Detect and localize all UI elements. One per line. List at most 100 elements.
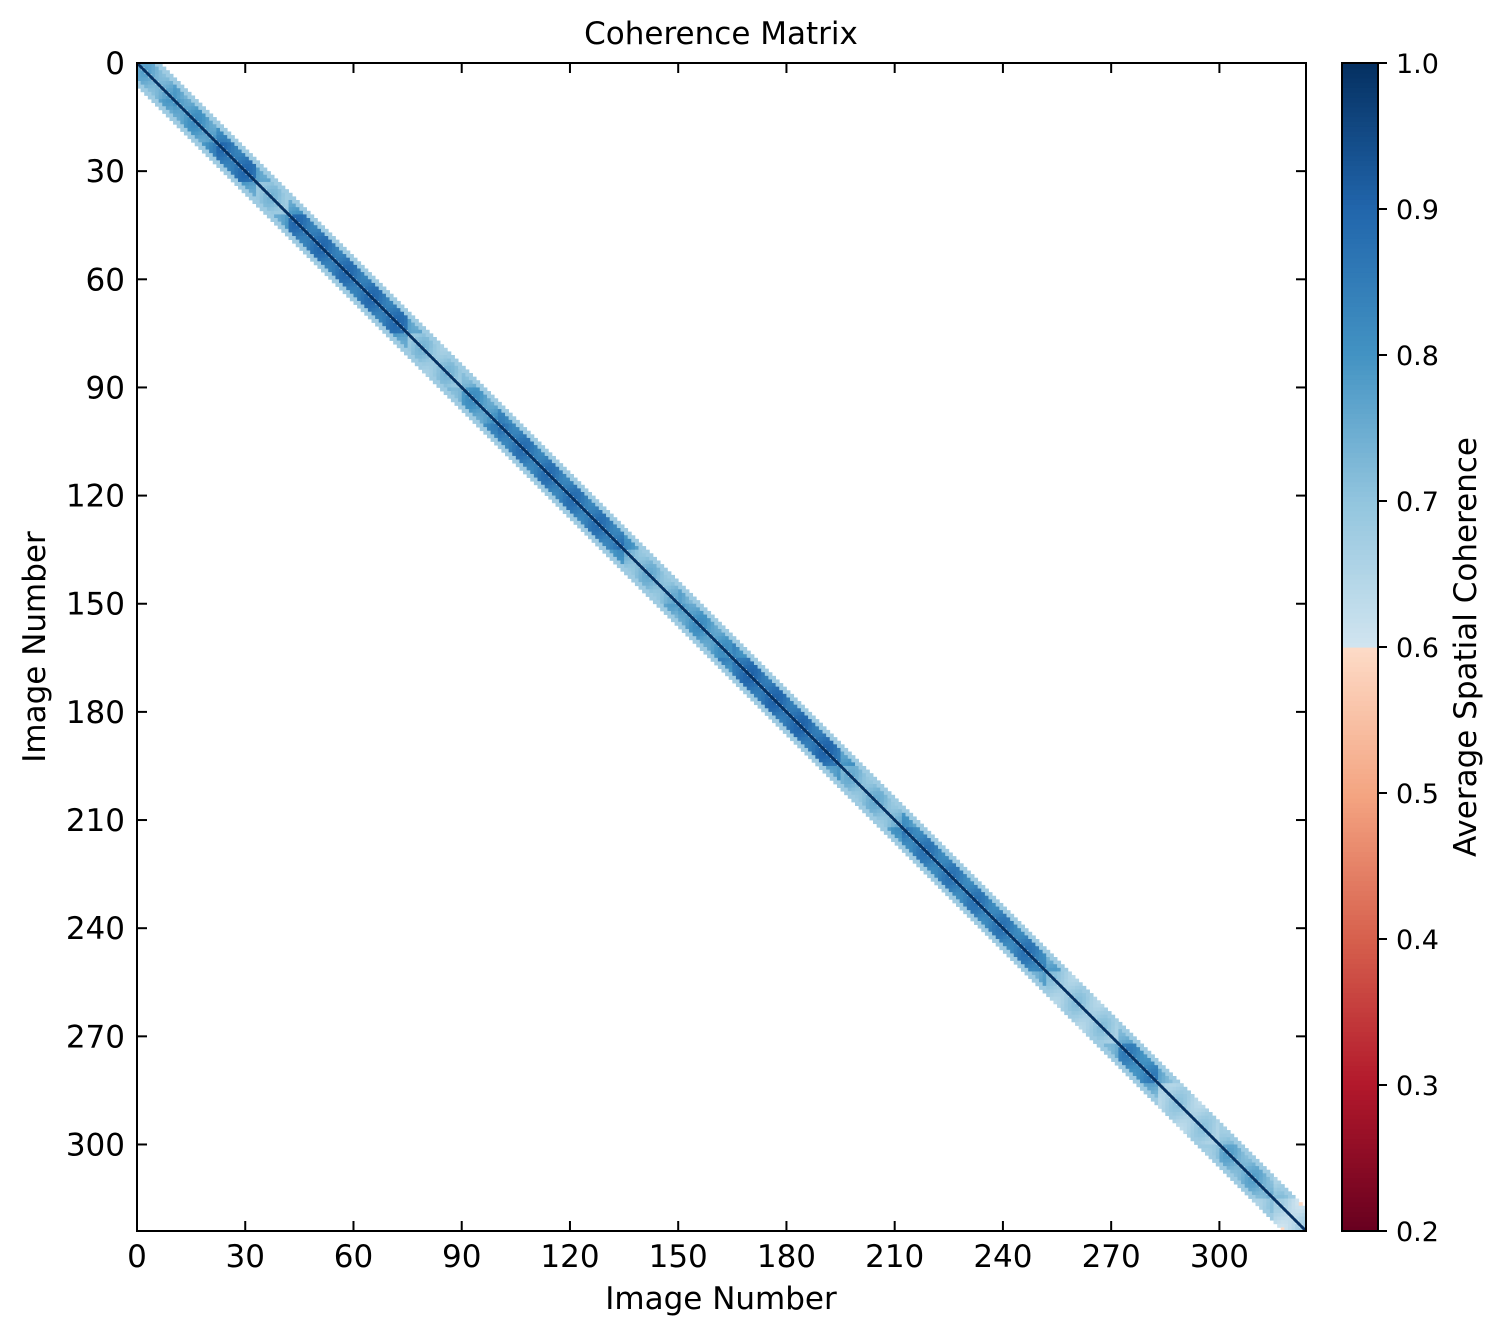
colorbar-band [1342, 544, 1378, 551]
heatmap-cell [486, 409, 491, 414]
heatmap-cell [1085, 1018, 1090, 1023]
heatmap-cell [1107, 1018, 1112, 1023]
heatmap-cell [887, 794, 892, 799]
heatmap-cell [822, 737, 827, 742]
heatmap-cell [288, 218, 293, 223]
heatmap-cell [292, 207, 297, 212]
heatmap-cell [577, 481, 582, 486]
colorbar-band [1342, 1031, 1378, 1037]
heatmap-cell [551, 473, 556, 478]
heatmap-cell [223, 160, 228, 165]
heatmap-cell [995, 942, 1000, 947]
heatmap-cell [937, 852, 942, 857]
heatmap-cell [652, 564, 657, 569]
heatmap-cell [292, 232, 297, 237]
heatmap-cell [757, 690, 762, 695]
heatmap-cell [176, 106, 181, 111]
heatmap-cell [1168, 1115, 1173, 1120]
heatmap-cell [696, 628, 701, 633]
heatmap-cell [1132, 1079, 1137, 1084]
heatmap-cell [887, 802, 892, 807]
heatmap-cell [1046, 978, 1051, 983]
heatmap-cell [299, 228, 304, 233]
heatmap-cell [674, 618, 679, 623]
heatmap-cell [974, 888, 979, 893]
heatmap-cell [811, 751, 816, 756]
heatmap-cell [1060, 975, 1065, 980]
heatmap-cell [1129, 1043, 1134, 1048]
heatmap-cell [883, 805, 888, 810]
heatmap-cell [1132, 1036, 1137, 1041]
heatmap-cell [757, 697, 762, 702]
heatmap-cell [956, 866, 961, 871]
heatmap-cell [180, 113, 185, 118]
heatmap-cell [299, 221, 304, 226]
heatmap-cell [1129, 1072, 1134, 1077]
heatmap-cell [674, 603, 679, 608]
heatmap-cell [1064, 975, 1069, 980]
heatmap-cell [818, 726, 823, 731]
heatmap-cell [295, 199, 300, 204]
heatmap-cell [155, 73, 160, 78]
heatmap-cell [1287, 1194, 1292, 1199]
heatmap-cell [912, 830, 917, 835]
heatmap-cell [1082, 1025, 1087, 1030]
heatmap-cell [873, 787, 878, 792]
heatmap-cell [855, 773, 860, 778]
heatmap-cell [299, 236, 304, 241]
heatmap-cell [959, 902, 964, 907]
heatmap-cell [1039, 967, 1044, 972]
colorbar-band [1342, 695, 1378, 702]
heatmap-cell [1158, 1097, 1163, 1102]
heatmap-cell [1190, 1119, 1195, 1124]
heatmap-cell [454, 394, 459, 399]
heatmap-cell [981, 892, 986, 897]
heatmap-cell [418, 322, 423, 327]
heatmap-cell [1183, 1104, 1188, 1109]
heatmap-cell [191, 124, 196, 129]
heatmap-cell [389, 304, 394, 309]
heatmap-cell [299, 243, 304, 248]
heatmap-cell [227, 174, 232, 179]
heatmap-cell [1150, 1061, 1155, 1066]
heatmap-cell [761, 668, 766, 673]
heatmap-cell [577, 484, 582, 489]
heatmap-cell [295, 236, 300, 241]
heatmap-cell [541, 488, 546, 493]
heatmap-cell [450, 373, 455, 378]
heatmap-cell [1082, 985, 1087, 990]
heatmap-cell [407, 322, 412, 327]
heatmap-cell [624, 538, 629, 543]
heatmap-cell [1064, 971, 1069, 976]
heatmap-cell [642, 585, 647, 590]
heatmap-cell [923, 841, 928, 846]
heatmap-cell [1280, 1198, 1285, 1203]
heatmap-cell [1168, 1104, 1173, 1109]
heatmap-cell [1176, 1090, 1181, 1095]
heatmap-cell [173, 109, 178, 114]
heatmap-cell [461, 365, 466, 370]
heatmap-cell [905, 845, 910, 850]
heatmap-cell [793, 715, 798, 720]
heatmap-cell [1089, 1021, 1094, 1026]
heatmap-cell [422, 326, 427, 331]
heatmap-cell [447, 351, 452, 356]
heatmap-cell [883, 791, 888, 796]
heatmap-cell [519, 452, 524, 457]
heatmap-cell [761, 665, 766, 670]
heatmap-cell [1248, 1151, 1253, 1156]
heatmap-cell [382, 297, 387, 302]
heatmap-cell [851, 769, 856, 774]
heatmap-cell [833, 776, 838, 781]
colorbar-band [1342, 885, 1378, 891]
heatmap-cell [988, 902, 993, 907]
heatmap-cell [1280, 1220, 1285, 1225]
heatmap-cell [1266, 1209, 1271, 1214]
heatmap-cell [670, 610, 675, 615]
heatmap-cell [212, 127, 217, 132]
heatmap-cell [1215, 1155, 1220, 1160]
heatmap-cell [714, 621, 719, 626]
heatmap-cell [173, 120, 178, 125]
heatmap-cell [1251, 1187, 1256, 1192]
heatmap-cell [829, 762, 834, 767]
